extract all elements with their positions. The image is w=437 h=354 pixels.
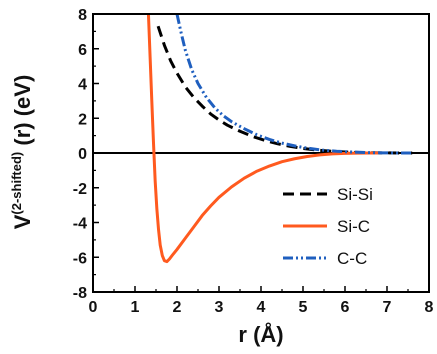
x-tick-label-5: 5 xyxy=(299,299,308,316)
x-tick-label-3: 3 xyxy=(215,299,224,316)
y-tick-label-6: 4 xyxy=(78,77,87,94)
y-axis-title-superscript: (2-shifted) xyxy=(9,152,24,215)
y-tick-label-5: 2 xyxy=(78,111,87,128)
x-tick-label-6: 6 xyxy=(341,299,350,316)
x-tick-label-8: 8 xyxy=(425,299,434,316)
x-tick-label-7: 7 xyxy=(383,299,392,316)
series-line-2 xyxy=(146,14,379,264)
x-tick-label-0: 0 xyxy=(89,299,98,316)
series-line-3 xyxy=(175,14,413,155)
y-axis-title-main: V xyxy=(10,214,35,229)
x-tick-label-2: 2 xyxy=(173,299,182,316)
y-tick-label-2: -4 xyxy=(73,216,87,233)
y-axis-title-tail: (r) (eV) xyxy=(10,75,35,152)
y-tick-label-4: 0 xyxy=(78,146,87,163)
x-axis-title: r (Å) xyxy=(238,321,283,347)
y-tick-label-3: -2 xyxy=(73,181,87,198)
y-tick-label-8: 8 xyxy=(78,7,87,24)
y-tick-label-0: -8 xyxy=(73,285,87,302)
legend-label-1: Si-Si xyxy=(337,185,373,204)
x-tick-label-4: 4 xyxy=(257,299,266,316)
y-axis-title: V(2-shifted) (r) (eV) xyxy=(9,75,35,230)
svg-text:V(2-shifted) (r) (eV): V(2-shifted) (r) (eV) xyxy=(9,75,35,230)
y-tick-label-1: -6 xyxy=(73,250,87,267)
legend-label-2: Si-C xyxy=(337,217,370,236)
legend-label-3: C-C xyxy=(337,249,367,268)
legend: Si-Si Si-C C-C xyxy=(283,185,373,268)
y-tick-label-7: 6 xyxy=(78,42,87,59)
x-tick-label-1: 1 xyxy=(131,299,140,316)
